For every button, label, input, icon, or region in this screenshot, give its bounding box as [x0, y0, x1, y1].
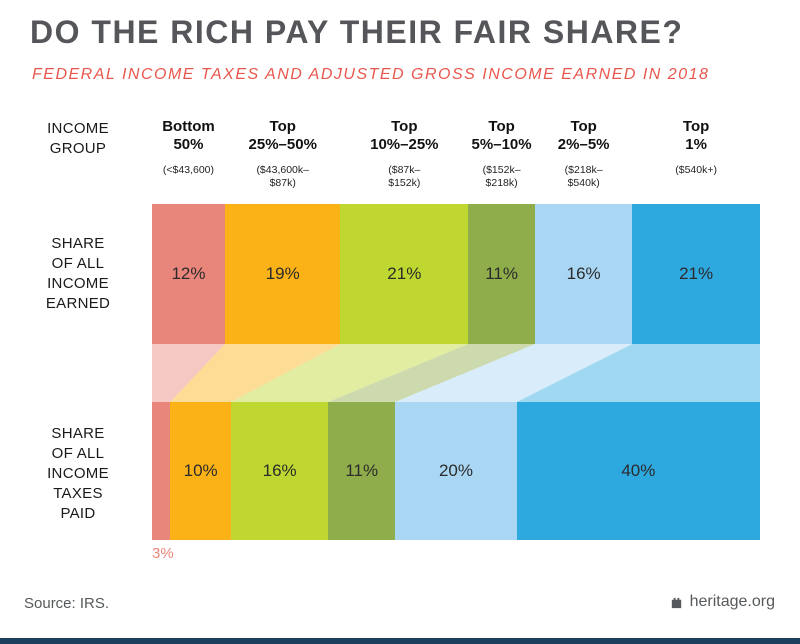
tax-share-segment: 16%	[231, 402, 329, 540]
group-label: Top 25%–50%	[248, 118, 317, 153]
group-label: Top 10%–25%	[370, 118, 439, 153]
income-share-segment: 11%	[468, 204, 536, 344]
group-headers-row: Bottom 50% (<$43,600) Top 25%–50% ($43,600k…	[152, 118, 760, 190]
source-text: Source: IRS.	[24, 595, 110, 612]
tax-share-segment: 20%	[395, 402, 517, 540]
group-header: Top 10%–25% ($87k– $152k)	[340, 118, 468, 190]
income-share-segment: 21%	[632, 204, 760, 344]
tax-share-bar: 10% 16% 11% 20% 40%	[152, 402, 760, 540]
flow-ribbon	[516, 344, 760, 402]
group-range: ($152k– $218k)	[482, 164, 521, 189]
heritage-logo-icon	[669, 595, 684, 610]
income-earned-row-label: SHARE OF ALL INCOME EARNED	[45, 235, 111, 312]
group-range: ($43,600k– $87k)	[256, 164, 309, 189]
tax-share-segment	[152, 402, 171, 540]
income-share-segment: 16%	[535, 204, 633, 344]
tax-share-outside-label: 3%	[152, 545, 174, 562]
group-range: (<$43,600)	[162, 164, 215, 176]
flow-connector	[152, 344, 760, 402]
income-share-segment: 21%	[340, 204, 469, 344]
flow-ribbon	[395, 344, 633, 402]
income-group-row-label: INCOME GROUP	[47, 120, 109, 157]
income-share-bar: 12% 19% 21% 11% 16% 21%	[152, 204, 760, 344]
group-range: ($87k– $152k)	[388, 164, 421, 189]
flow-ribbon	[152, 344, 225, 402]
group-header: Bottom 50% (<$43,600)	[152, 118, 225, 190]
flow-ribbon	[328, 344, 536, 402]
tax-share-segment: 10%	[170, 402, 232, 540]
group-header: Top 1% ($540k+)	[632, 118, 760, 190]
heritage-brand-text: heritage.org	[689, 593, 775, 610]
chart-area: Bottom 50% (<$43,600) Top 25%–50% ($43,600k…	[152, 0, 760, 644]
tax-share-segment: 40%	[516, 402, 760, 540]
group-label: Bottom 50%	[162, 118, 215, 153]
taxes-paid-row-label: SHARE OF ALL INCOME TAXES PAID	[47, 425, 109, 522]
group-header: Top 2%–5% ($218k– $540k)	[535, 118, 632, 190]
tax-share-segment: 11%	[328, 402, 396, 540]
income-share-segment: 12%	[152, 204, 225, 344]
group-range: ($540k+)	[675, 164, 717, 176]
flow-ribbon	[231, 344, 469, 402]
flow-ribbon	[170, 344, 341, 402]
income-share-segment: 19%	[224, 204, 341, 344]
group-header: Top 25%–50% ($43,600k– $87k)	[225, 118, 341, 190]
heritage-brand: heritage.org	[669, 593, 775, 611]
bottom-accent-strip	[0, 638, 800, 644]
group-header: Top 5%–10% ($152k– $218k)	[468, 118, 535, 190]
group-label: Top 2%–5%	[557, 118, 610, 153]
page-title: DO THE RICH PAY THEIR FAIR SHARE?	[30, 14, 684, 50]
group-range: ($218k– $540k)	[564, 164, 603, 189]
group-label: Top 1%	[682, 118, 710, 153]
chart-subtitle: FEDERAL INCOME TAXES AND ADJUSTED GROSS …	[32, 66, 710, 83]
group-label: Top 5%–10%	[471, 118, 532, 153]
